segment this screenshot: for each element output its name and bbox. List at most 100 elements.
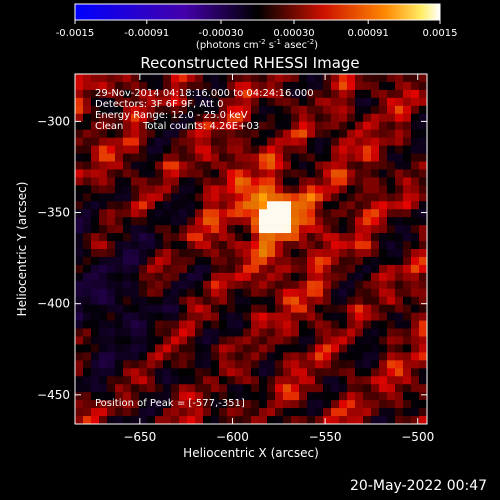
heatmap-cell	[283, 129, 292, 138]
heatmap-cell	[243, 81, 252, 91]
heatmap-cell	[219, 328, 228, 337]
heatmap-cell	[195, 376, 204, 385]
heatmap-cell	[419, 296, 428, 305]
heatmap-cell	[227, 169, 236, 178]
heatmap-cell	[123, 352, 132, 361]
heatmap-cell	[411, 416, 420, 425]
heatmap-cell	[275, 225, 284, 234]
heatmap-cell	[211, 288, 220, 298]
colorbar-tick-label: -0.00030	[199, 28, 244, 39]
heatmap-cell	[291, 376, 300, 385]
heatmap-cell	[147, 344, 156, 353]
heatmap-cell	[267, 105, 276, 115]
heatmap-cell	[75, 129, 84, 138]
heatmap-cell	[251, 217, 260, 226]
heatmap-cell	[331, 105, 340, 115]
heatmap-cell	[355, 400, 364, 409]
heatmap-cell	[419, 137, 428, 146]
heatmap-cell	[371, 89, 380, 99]
heatmap-cell	[139, 360, 148, 369]
heatmap-cell	[275, 408, 284, 417]
heatmap-cell	[267, 368, 276, 377]
heatmap-cell	[259, 74, 268, 83]
heatmap-cell	[91, 288, 100, 298]
heatmap-cell	[227, 249, 236, 258]
heatmap-cell	[147, 217, 156, 226]
heatmap-cell	[179, 344, 188, 353]
heatmap-cell	[219, 113, 228, 123]
heatmap-cell	[115, 193, 124, 202]
heatmap-cell	[323, 408, 332, 417]
heatmap-cell	[155, 201, 164, 210]
heatmap-cell	[291, 137, 300, 146]
heatmap-cell	[107, 81, 116, 91]
heatmap-cell	[363, 185, 372, 194]
heatmap-cell	[347, 384, 356, 393]
heatmap-cell	[219, 360, 228, 369]
colorbar-unit-label: (photons cm-2 s-1 asec-2)	[196, 38, 318, 51]
heatmap-cell	[387, 400, 396, 409]
heatmap-cell	[83, 328, 92, 337]
heatmap-cell	[179, 97, 188, 107]
heatmap-cell	[275, 241, 284, 250]
heatmap-cell	[131, 177, 140, 186]
heatmap-cell	[107, 209, 116, 218]
heatmap-cell	[259, 241, 268, 250]
heatmap-cell	[195, 169, 204, 178]
heatmap-cell	[75, 89, 84, 99]
heatmap-cell	[259, 376, 268, 385]
heatmap-cell	[267, 137, 276, 146]
heatmap-cell	[403, 177, 412, 186]
heatmap-cell	[131, 233, 140, 242]
heatmap-cell	[203, 416, 212, 425]
heatmap-cell	[323, 249, 332, 258]
heatmap-cell	[139, 416, 148, 425]
heatmap-cell	[411, 368, 420, 377]
heatmap-cell	[115, 312, 124, 321]
heatmap-cell	[163, 360, 172, 369]
heatmap-cell	[139, 328, 148, 337]
heatmap-cell	[147, 137, 156, 146]
heatmap-cell	[299, 225, 308, 234]
heatmap-cell	[107, 328, 116, 337]
heatmap-cell	[355, 304, 364, 313]
heatmap-cell	[107, 304, 116, 313]
heatmap-cell	[235, 280, 244, 290]
heatmap-cell	[155, 272, 164, 282]
heatmap-cell	[379, 185, 388, 194]
heatmap-cell	[187, 328, 196, 337]
timestamp: 20-May-2022 00:47	[350, 478, 488, 494]
heatmap-cell	[243, 225, 252, 234]
heatmap-cell	[107, 280, 116, 290]
heatmap-cell	[315, 400, 324, 409]
heatmap-cell	[99, 97, 108, 107]
heatmap-cell	[219, 249, 228, 258]
heatmap-cell	[131, 169, 140, 178]
heatmap-cell	[379, 400, 388, 409]
heatmap-cell	[371, 352, 380, 361]
heatmap-cell	[123, 105, 132, 115]
heatmap-cell	[291, 296, 300, 305]
heatmap-cell	[355, 74, 364, 83]
heatmap-cell	[171, 360, 180, 369]
heatmap-cell	[123, 376, 132, 385]
heatmap-cell	[99, 272, 108, 282]
heatmap-cell	[123, 360, 132, 369]
heatmap-cell	[347, 161, 356, 170]
heatmap-cell	[379, 304, 388, 313]
heatmap-cell	[403, 272, 412, 282]
heatmap-cell	[75, 81, 84, 91]
heatmap-cell	[387, 408, 396, 417]
heatmap-cell	[363, 264, 372, 274]
heatmap-cell	[323, 129, 332, 138]
heatmap-cell	[387, 288, 396, 298]
heatmap-cell	[187, 121, 196, 130]
colorbar-tick-label: 0.00091	[348, 28, 389, 39]
heatmap-cell	[123, 209, 132, 218]
heatmap-cell	[419, 177, 428, 186]
heatmap-cell	[323, 225, 332, 234]
heatmap-cell	[291, 217, 300, 226]
heatmap-cell	[187, 74, 196, 83]
heatmap-cell	[387, 392, 396, 401]
heatmap-cell	[163, 145, 172, 154]
